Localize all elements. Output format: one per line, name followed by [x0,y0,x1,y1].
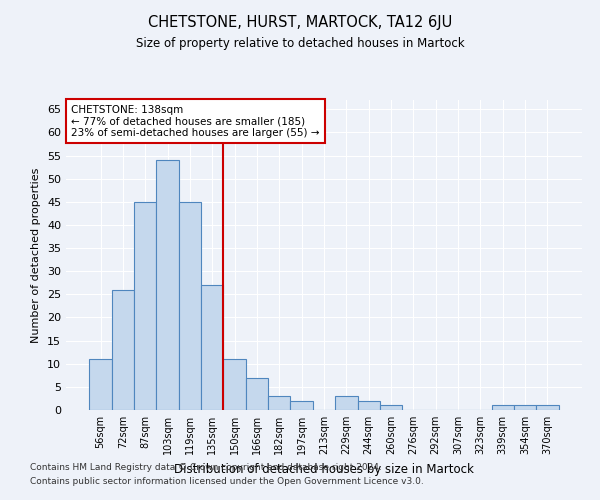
Bar [290,400,313,410]
X-axis label: Distribution of detached houses by size in Martock: Distribution of detached houses by size … [174,462,474,475]
Text: Contains HM Land Registry data © Crown copyright and database right 2024.: Contains HM Land Registry data © Crown c… [30,464,382,472]
Bar [358,400,380,410]
Bar [380,406,402,410]
Bar [268,396,290,410]
Bar [201,285,223,410]
Bar [112,290,134,410]
Bar [134,202,157,410]
Bar [491,406,514,410]
Bar [536,406,559,410]
Text: Contains public sector information licensed under the Open Government Licence v3: Contains public sector information licen… [30,477,424,486]
Bar [246,378,268,410]
Y-axis label: Number of detached properties: Number of detached properties [31,168,41,342]
Bar [89,359,112,410]
Bar [335,396,358,410]
Text: CHETSTONE: 138sqm
← 77% of detached houses are smaller (185)
23% of semi-detache: CHETSTONE: 138sqm ← 77% of detached hous… [71,104,320,138]
Text: CHETSTONE, HURST, MARTOCK, TA12 6JU: CHETSTONE, HURST, MARTOCK, TA12 6JU [148,15,452,30]
Text: Size of property relative to detached houses in Martock: Size of property relative to detached ho… [136,38,464,51]
Bar [179,202,201,410]
Bar [157,160,179,410]
Bar [514,406,536,410]
Bar [223,359,246,410]
